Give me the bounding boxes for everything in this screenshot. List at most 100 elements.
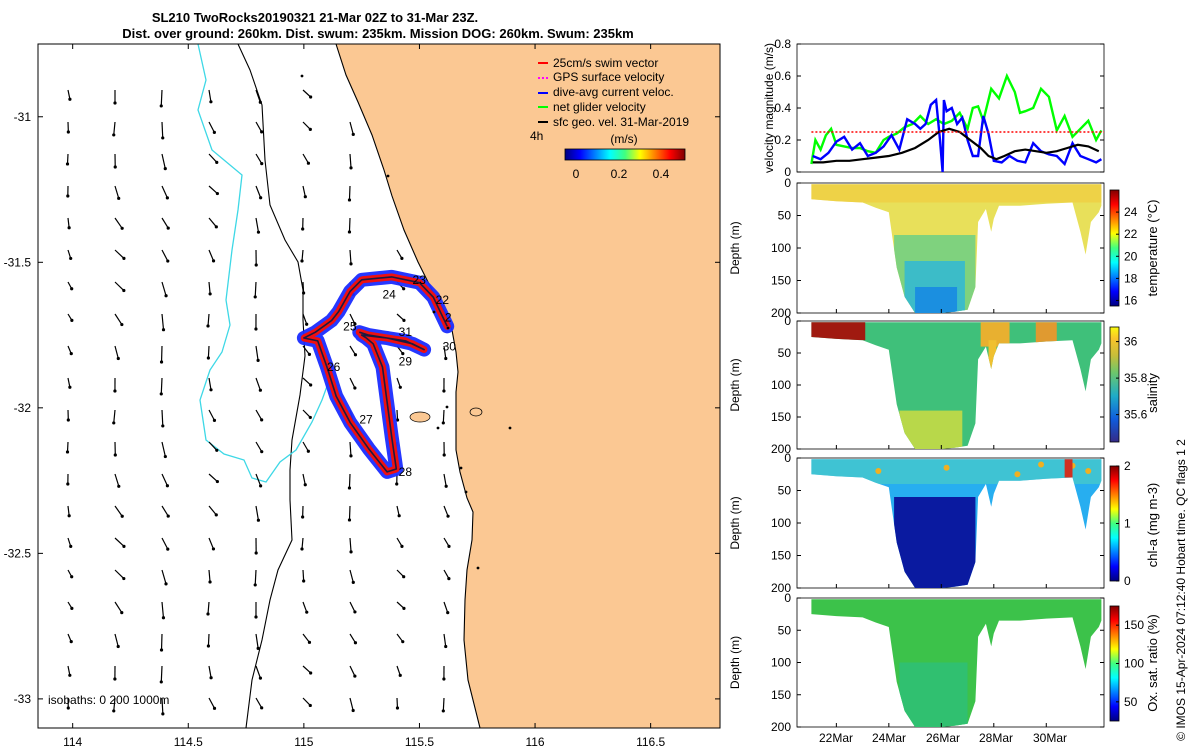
velocity-arrow (113, 121, 116, 135)
velocity-arrow-head (442, 677, 446, 681)
velocity-arrow (208, 409, 215, 421)
velocity-arrow (114, 249, 125, 259)
velocity-arrow (349, 121, 354, 135)
chla-ytick-label: 100 (771, 516, 791, 530)
velocity-arrow (161, 313, 165, 330)
velocity-arrow (114, 505, 123, 517)
coastal-dot (446, 326, 450, 330)
velocity-arrow-head (214, 225, 218, 229)
map-colorbar-tick: 0.2 (611, 167, 628, 181)
coastal-dot (386, 174, 390, 178)
velocity-arrow-head (260, 738, 263, 741)
velocity-arrow-head (447, 544, 451, 548)
velocity-arrow-head (209, 676, 213, 680)
velocity-arrow (208, 441, 218, 451)
velocity-arrow-head (446, 514, 450, 518)
velocity-arrow-head (166, 226, 170, 230)
velocity-arrow (396, 633, 404, 643)
velocity-arrow-head (116, 356, 120, 361)
velocity-arrow-head (260, 706, 264, 710)
velocity-arrow-head (258, 676, 263, 680)
velocity-arrow-head (258, 100, 262, 104)
island (409, 411, 431, 423)
velocity-arrow-head (305, 322, 309, 326)
map-legend: 25cm/s swim vector GPS surface velocity … (530, 56, 689, 181)
velocity-arrow-head (447, 576, 451, 581)
velocity-arrow (302, 409, 311, 418)
legend-geo: sfc geo. vel. 31-Mar-2019 (553, 115, 689, 129)
coastal-dot (300, 74, 304, 78)
oxygen-ytick-label: 150 (771, 688, 791, 702)
velocity-arrow-head (117, 484, 121, 488)
velocity-arrow-head (306, 449, 310, 453)
velocity-arrow-head (68, 97, 72, 101)
velocity-arrow-head (70, 575, 74, 579)
velocity-arrow (302, 441, 309, 452)
track-day-label: 24 (382, 287, 396, 301)
coastal-dot (459, 466, 463, 470)
velocity-arrow-head (351, 708, 355, 713)
velocity-arrow (302, 569, 305, 582)
velocity-arrow-head (256, 518, 261, 522)
velocity-arrow-head (214, 513, 218, 517)
velocity-arrow-head (215, 448, 219, 452)
date-tick: 30Mar (1033, 731, 1067, 745)
temperature-cbar-tick-label: 16 (1124, 293, 1138, 307)
map-ytick-label: -32.5 (4, 546, 32, 560)
velocity-arrow-head (301, 227, 305, 231)
velocity-arrow (349, 345, 356, 356)
temperature-cbar-tick-label: 18 (1124, 271, 1138, 285)
velocity-arrow (349, 665, 356, 677)
velocity-arrow-head (120, 610, 124, 615)
velocity-arrow-head (395, 706, 400, 710)
velocity-arrow-head (113, 677, 117, 681)
velocity-arrow-head (398, 385, 402, 389)
salinity-cbar-label: salinity (1145, 373, 1160, 413)
velocity-arrow-head (114, 741, 117, 744)
velocity-arrow (349, 153, 352, 168)
velocity-arrow (114, 345, 119, 359)
velocity-arrow (161, 217, 169, 229)
coastal-dot (476, 566, 480, 570)
velocity-arrow (349, 697, 354, 711)
legend-net: net glider velocity (553, 100, 646, 114)
velocity-arrow (114, 217, 123, 229)
velocity-arrow-head (443, 741, 446, 744)
velocity-arrow-head (442, 389, 446, 393)
velocity-arrow (208, 569, 211, 582)
velocity-arrow (256, 730, 262, 740)
velocity-arrow (349, 249, 352, 264)
velocity-arrow (255, 409, 263, 421)
velocity-arrow-head (215, 737, 218, 740)
map-colorbar-title: (m/s) (610, 132, 637, 146)
velocity-arrow-head (302, 579, 306, 583)
velocity-arrow-head (351, 580, 355, 584)
velocity-arrow-head (353, 322, 357, 326)
velocity-arrow-head (300, 547, 304, 551)
velocity-arrow (255, 217, 260, 233)
velocity-arrow (302, 185, 306, 197)
velocity-arrow (254, 569, 257, 585)
velocity-series (810, 72, 1104, 172)
salinity-cbar-tick-label: 35.6 (1124, 408, 1148, 422)
velocity-arrow-head (212, 418, 217, 422)
velocity-arrow (114, 601, 123, 613)
velocity-arrow-head (398, 673, 402, 677)
velocity-arrow-head (159, 360, 164, 364)
salinity-ylabel: Depth (m) (728, 358, 742, 411)
velocity-arrow-head (347, 518, 352, 522)
velocity-arrow (161, 153, 166, 169)
velocity-arrow-head (353, 386, 357, 390)
velocity-arrow-head (259, 484, 263, 488)
velocity-arrow-head (208, 580, 212, 584)
velocity-arrow-head (253, 583, 257, 587)
velocity-arrow (208, 505, 217, 516)
velocity-arrow (255, 153, 263, 164)
velocity-arrow-head (66, 418, 70, 422)
velocity-arrow-head (159, 648, 164, 652)
velocity-arrow-head (116, 644, 120, 649)
temperature-ytick-label: 0 (784, 176, 791, 190)
velocity-arrow-head (112, 133, 116, 137)
map-colorbar-tick: 0.4 (653, 167, 670, 181)
